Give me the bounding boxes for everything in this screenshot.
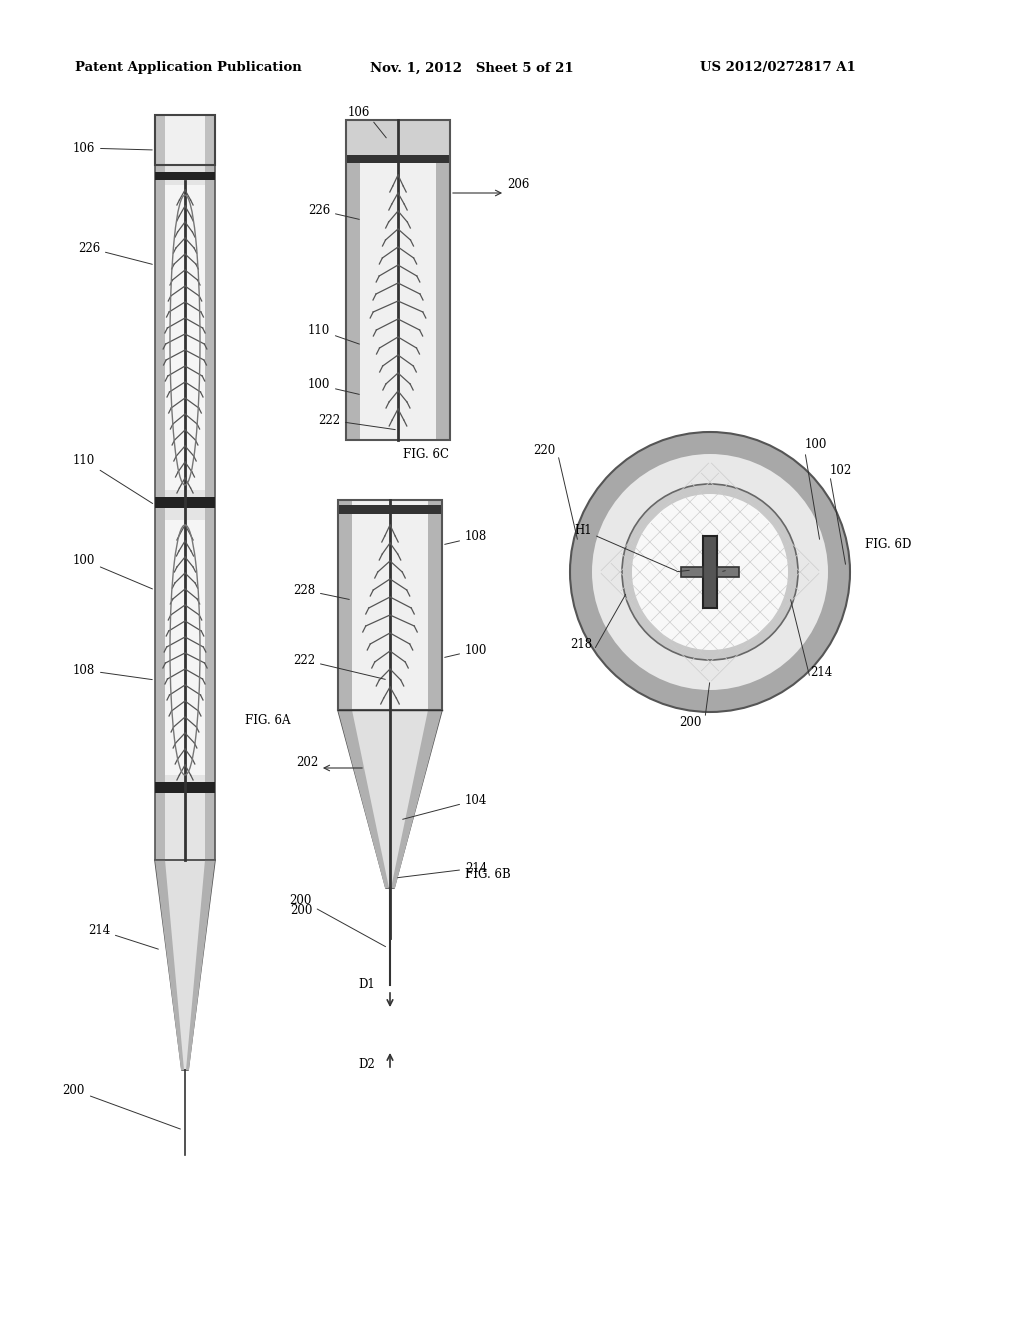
Text: 200: 200 <box>62 1084 180 1129</box>
Text: Nov. 1, 2012   Sheet 5 of 21: Nov. 1, 2012 Sheet 5 of 21 <box>370 62 573 74</box>
Bar <box>205 115 215 165</box>
Bar <box>155 115 165 861</box>
Text: 206: 206 <box>507 178 529 191</box>
Text: FIG. 6B: FIG. 6B <box>465 869 511 882</box>
Text: FIG. 6C: FIG. 6C <box>403 449 449 462</box>
Bar <box>165 520 205 775</box>
Bar <box>155 115 215 861</box>
Text: 218: 218 <box>570 639 592 652</box>
Text: 226: 226 <box>308 203 359 219</box>
Polygon shape <box>155 861 215 1071</box>
Polygon shape <box>186 861 215 1071</box>
Bar <box>155 115 215 861</box>
Text: H1: H1 <box>574 524 592 536</box>
Bar <box>681 568 703 577</box>
Bar <box>338 500 352 710</box>
Text: 216A: 216A <box>645 568 672 577</box>
Polygon shape <box>391 710 442 888</box>
Text: 104: 104 <box>402 793 487 820</box>
Text: 100: 100 <box>805 438 827 451</box>
Text: 106: 106 <box>73 141 153 154</box>
Bar <box>155 781 215 793</box>
Bar <box>360 125 436 440</box>
Bar <box>703 536 717 609</box>
Text: 226: 226 <box>78 242 153 264</box>
Polygon shape <box>155 861 184 1071</box>
Circle shape <box>632 494 788 649</box>
Text: 222: 222 <box>317 413 395 429</box>
Text: 222: 222 <box>293 653 385 680</box>
Text: 214: 214 <box>397 862 487 878</box>
Bar <box>338 500 442 710</box>
Text: 216B: 216B <box>720 568 748 577</box>
Text: D1: D1 <box>358 978 375 991</box>
Polygon shape <box>338 710 442 888</box>
Text: D2: D2 <box>358 1059 375 1072</box>
Bar <box>155 172 215 180</box>
Bar <box>346 120 450 440</box>
Text: 214: 214 <box>88 924 159 949</box>
Circle shape <box>592 454 828 690</box>
Text: 108: 108 <box>444 531 487 544</box>
Text: 110: 110 <box>308 323 359 345</box>
Text: 110: 110 <box>73 454 153 503</box>
Bar <box>717 568 739 577</box>
Text: FIG. 6A: FIG. 6A <box>245 714 291 726</box>
Bar <box>165 185 205 490</box>
Text: 200: 200 <box>290 894 386 946</box>
Bar <box>346 154 450 162</box>
Circle shape <box>570 432 850 711</box>
Bar <box>346 120 450 158</box>
Polygon shape <box>338 710 389 888</box>
Bar <box>428 500 442 710</box>
Text: 100: 100 <box>307 379 359 395</box>
Text: 202: 202 <box>296 755 318 768</box>
Bar <box>155 115 165 165</box>
Bar <box>155 115 215 165</box>
Text: 214: 214 <box>810 667 833 680</box>
Text: FIG. 6D: FIG. 6D <box>865 539 911 552</box>
Text: 200: 200 <box>291 903 313 916</box>
Bar <box>346 120 450 440</box>
Bar <box>205 115 215 861</box>
Text: 200: 200 <box>679 717 701 730</box>
Circle shape <box>622 484 798 660</box>
Text: 102: 102 <box>830 463 852 477</box>
Bar <box>338 506 442 513</box>
Bar <box>436 120 450 440</box>
Text: US 2012/0272817 A1: US 2012/0272817 A1 <box>700 62 856 74</box>
Text: 228: 228 <box>293 583 349 599</box>
Bar <box>352 500 428 710</box>
Bar <box>346 120 360 440</box>
Bar <box>338 500 442 710</box>
Bar <box>155 498 215 508</box>
Text: 100: 100 <box>444 644 487 657</box>
Text: 108: 108 <box>73 664 153 680</box>
Text: Patent Application Publication: Patent Application Publication <box>75 62 302 74</box>
Bar <box>161 115 209 165</box>
Text: 100: 100 <box>73 553 153 589</box>
Text: 220: 220 <box>532 444 555 457</box>
Text: 106: 106 <box>347 106 370 119</box>
